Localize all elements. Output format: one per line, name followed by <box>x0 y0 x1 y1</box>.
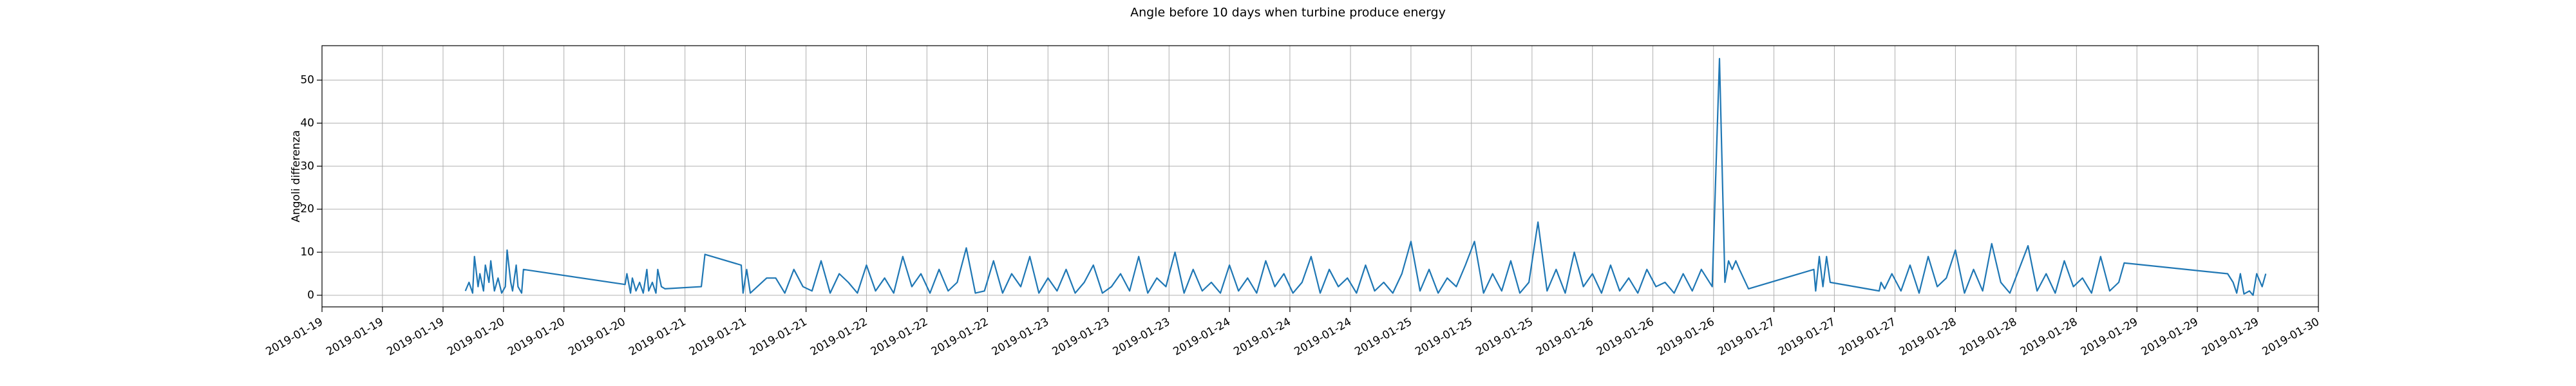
x-tick-label: 2019-01-19 <box>263 315 325 358</box>
x-tick-label: 2019-01-22 <box>808 315 870 358</box>
x-tick-label: 2019-01-29 <box>2139 315 2201 358</box>
x-tick-label: 2019-01-22 <box>869 315 931 358</box>
data-line <box>464 57 2267 297</box>
x-tick-label: 2019-01-20 <box>566 315 628 358</box>
x-tick-label: 2019-01-25 <box>1352 315 1414 358</box>
x-tick-label: 2019-01-24 <box>1171 315 1233 358</box>
x-tick-label: 2019-01-28 <box>1897 315 1959 358</box>
x-tick-label: 2019-01-30 <box>2260 315 2322 358</box>
x-tick-label: 2019-01-22 <box>929 315 991 358</box>
x-tick-label: 2019-01-23 <box>1111 315 1173 358</box>
x-tick-label: 2019-01-28 <box>2018 315 2080 358</box>
x-tick-label: 2019-01-28 <box>1958 315 2020 358</box>
x-tick-label: 2019-01-26 <box>1595 315 1656 358</box>
y-tick-label: 40 <box>300 116 314 129</box>
x-tick-label: 2019-01-23 <box>990 315 1052 358</box>
x-tick-label: 2019-01-29 <box>2079 315 2141 358</box>
plot-frame <box>321 45 2319 308</box>
y-axis-label: Angoli differenza <box>290 130 303 222</box>
x-tick-label: 2019-01-21 <box>687 315 749 358</box>
x-tick-label: 2019-01-20 <box>445 315 507 358</box>
y-tick-label: 20 <box>300 203 314 216</box>
x-tick-label: 2019-01-23 <box>1050 315 1112 358</box>
x-tick-label: 2019-01-25 <box>1413 315 1475 358</box>
x-tick-label: 2019-01-21 <box>748 315 810 358</box>
x-tick-label: 2019-01-21 <box>627 315 688 358</box>
x-tick-label: 2019-01-26 <box>1534 315 1596 358</box>
chart-title: Angle before 10 days when turbine produc… <box>1130 6 1446 20</box>
x-tick-label: 2019-01-24 <box>1293 315 1354 358</box>
x-tick-label: 2019-01-27 <box>1776 315 1838 358</box>
x-tick-label: 2019-01-20 <box>506 315 567 358</box>
y-tick-label: 0 <box>307 289 314 302</box>
x-tick-label: 2019-01-26 <box>1655 315 1717 358</box>
x-tick-label: 2019-01-25 <box>1473 315 1535 358</box>
x-tick-label: 2019-01-24 <box>1231 315 1293 358</box>
x-tick-label: 2019-01-19 <box>384 315 446 358</box>
y-tick-label: 50 <box>300 74 314 87</box>
x-tick-label: 2019-01-19 <box>324 315 386 358</box>
y-tick-label: 10 <box>300 246 314 259</box>
x-tick-label: 2019-01-29 <box>2200 315 2262 358</box>
x-tick-label: 2019-01-27 <box>1837 315 1899 358</box>
x-tick-label: 2019-01-27 <box>1716 315 1777 358</box>
y-tick-label: 30 <box>300 160 314 172</box>
